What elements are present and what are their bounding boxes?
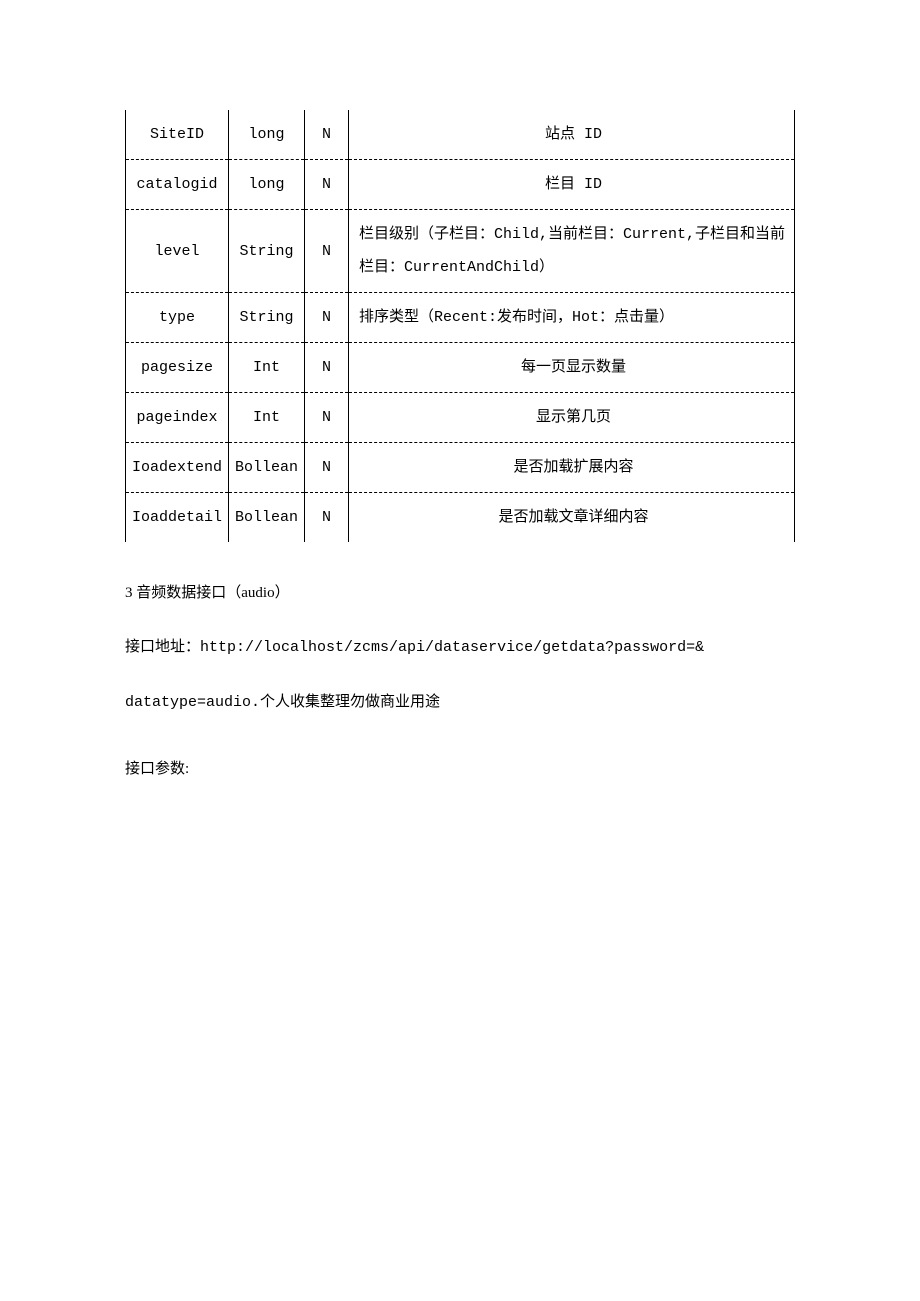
param-desc-cell: 是否加载文章详细内容 — [349, 493, 795, 543]
param-required-cell: N — [305, 160, 349, 210]
param-required-cell: N — [305, 443, 349, 493]
param-type-cell: long — [229, 160, 305, 210]
param-type-cell: Int — [229, 343, 305, 393]
param-desc-cell: 显示第几页 — [349, 393, 795, 443]
param-name-cell: type — [126, 293, 229, 343]
param-type-cell: long — [229, 110, 305, 160]
param-type-cell: Int — [229, 393, 305, 443]
param-desc-cell: 排序类型（Recent:发布时间，Hot：点击量） — [349, 293, 795, 343]
table-row: Ioadextend Bollean N 是否加载扩展内容 — [126, 443, 795, 493]
param-required-cell: N — [305, 293, 349, 343]
table-row: SiteID long N 站点 ID — [126, 110, 795, 160]
param-required-cell: N — [305, 493, 349, 543]
param-name-cell: level — [126, 210, 229, 293]
table-row: pagesize Int N 每一页显示数量 — [126, 343, 795, 393]
section-body: 3 音频数据接口（audio） 接口地址：http://localhost/zc… — [125, 572, 795, 790]
table-row: type String N 排序类型（Recent:发布时间，Hot：点击量） — [126, 293, 795, 343]
table-row: Ioaddetail Bollean N 是否加载文章详细内容 — [126, 493, 795, 543]
param-required-cell: N — [305, 210, 349, 293]
param-required-cell: N — [305, 393, 349, 443]
url-note: 个人收集整理勿做商业用途 — [260, 694, 440, 710]
param-name-cell: catalogid — [126, 160, 229, 210]
api-url-block: 接口地址：http://localhost/zcms/api/dataservi… — [125, 626, 795, 669]
table-row: catalogid long N 栏目 ID — [126, 160, 795, 210]
param-desc-cell: 栏目 ID — [349, 160, 795, 210]
param-type-cell: String — [229, 210, 305, 293]
param-name-cell: Ioaddetail — [126, 493, 229, 543]
params-table: SiteID long N 站点 ID catalogid long N 栏目 … — [125, 110, 795, 542]
param-name-cell: SiteID — [126, 110, 229, 160]
params-label: 接口参数: — [125, 748, 795, 790]
url-text-line2: datatype=audio. — [125, 694, 260, 711]
param-name-cell: pageindex — [126, 393, 229, 443]
param-required-cell: N — [305, 343, 349, 393]
param-desc-cell: 每一页显示数量 — [349, 343, 795, 393]
param-desc-cell: 栏目级别（子栏目：Child,当前栏目：Current,子栏目和当前栏目：Cur… — [349, 210, 795, 293]
param-name-cell: Ioadextend — [126, 443, 229, 493]
param-type-cell: Bollean — [229, 493, 305, 543]
param-type-cell: Bollean — [229, 443, 305, 493]
table-row: pageindex Int N 显示第几页 — [126, 393, 795, 443]
table-row: level String N 栏目级别（子栏目：Child,当前栏目：Curre… — [126, 210, 795, 293]
section-title: 3 音频数据接口（audio） — [125, 572, 795, 614]
param-name-cell: pagesize — [126, 343, 229, 393]
param-desc-cell: 是否加载扩展内容 — [349, 443, 795, 493]
url-label: 接口地址： — [125, 639, 200, 655]
param-type-cell: String — [229, 293, 305, 343]
param-required-cell: N — [305, 110, 349, 160]
url-text-line1: http://localhost/zcms/api/dataservice/ge… — [200, 639, 704, 656]
param-desc-cell: 站点 ID — [349, 110, 795, 160]
api-url-line2: datatype=audio.个人收集整理勿做商业用途 — [125, 681, 795, 724]
